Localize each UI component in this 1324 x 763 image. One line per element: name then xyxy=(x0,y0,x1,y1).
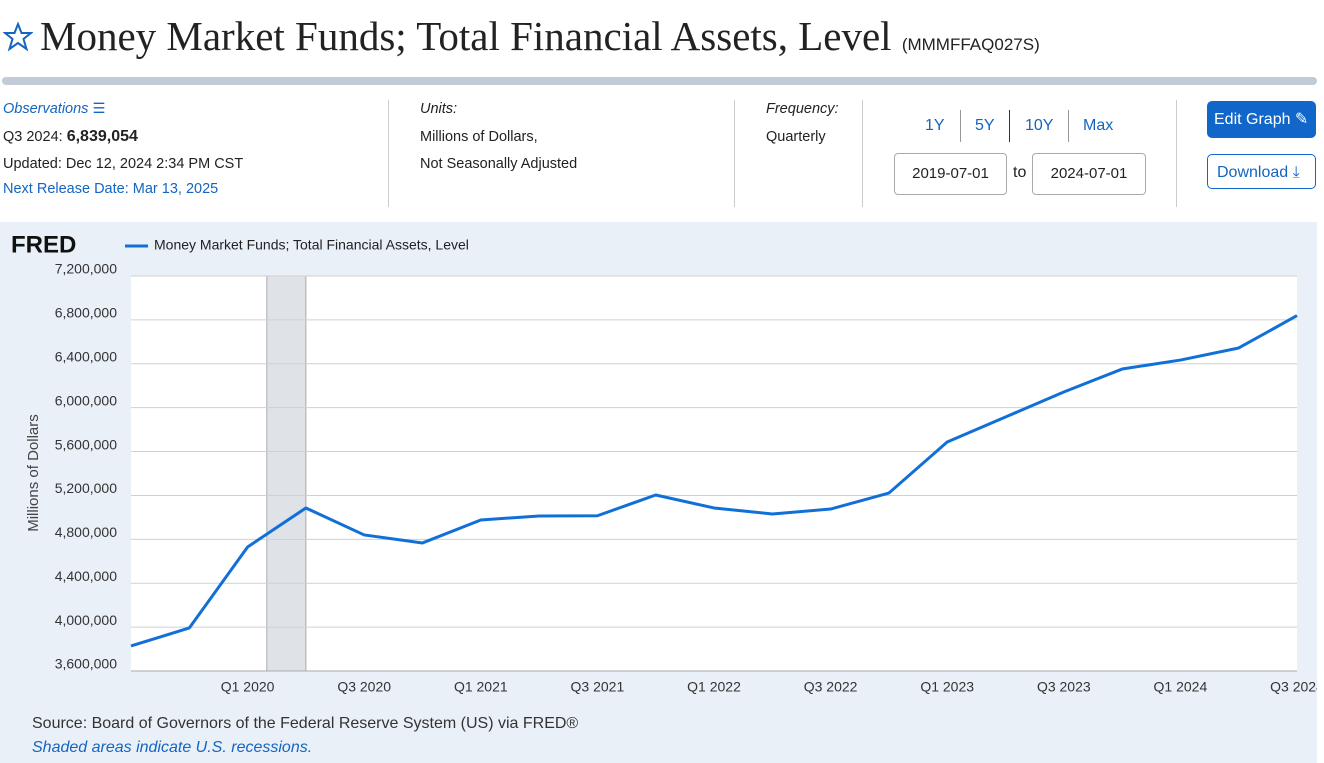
y-tick-label: 4,400,000 xyxy=(55,568,117,584)
date-input[interactable]: 2024-07-01 xyxy=(1032,153,1146,195)
separator xyxy=(1176,100,1177,207)
y-tick-label: 6,400,000 xyxy=(55,348,117,364)
plot-area xyxy=(131,276,1297,671)
y-tick-label: 3,600,000 xyxy=(55,656,117,672)
series-id: (MMMFFAQ027S) xyxy=(901,35,1040,54)
edit-graph-button[interactable]: Edit Graph ✎ xyxy=(1207,101,1316,138)
range-button[interactable]: Max xyxy=(1083,117,1114,134)
y-tick-label: 5,600,000 xyxy=(55,436,117,452)
x-tick-label: Q3 2020 xyxy=(337,679,391,695)
separator xyxy=(1068,110,1069,142)
legend-label: Money Market Funds; Total Financial Asse… xyxy=(154,237,469,253)
y-tick-label: 4,000,000 xyxy=(55,612,117,628)
separator xyxy=(1009,110,1010,142)
recession-shading xyxy=(266,275,307,672)
source: Source: Board of Governors of the Federa… xyxy=(32,715,578,732)
frequency-label: Frequency: xyxy=(766,101,839,117)
download-button[interactable]: Download ⤓ xyxy=(1207,154,1316,189)
date-input[interactable]: 2019-07-01 xyxy=(894,153,1007,195)
y-tick-label: 6,800,000 xyxy=(55,305,117,321)
observations-link[interactable]: Observations ☰ xyxy=(3,101,106,117)
page-title: Money Market Funds; Total Financial Asse… xyxy=(40,12,1040,60)
chart: FRED Money Market Funds; Total Financial… xyxy=(0,222,1317,763)
frequency-value: Quarterly xyxy=(766,129,826,145)
x-tick-label: Q3 2022 xyxy=(804,679,858,695)
x-tick-label: Q1 2021 xyxy=(454,679,508,695)
divider xyxy=(2,77,1317,85)
x-tick-label: Q3 2024 xyxy=(1270,679,1317,695)
units-label: Units: xyxy=(420,101,458,117)
title: Money Market Funds; Total Financial Asse… xyxy=(40,13,892,59)
range-button[interactable]: 5Y xyxy=(975,117,995,134)
separator xyxy=(734,100,735,207)
latest-observation: Q3 2024: 6,839,054 xyxy=(3,128,138,145)
y-tick-label: 7,200,000 xyxy=(55,261,117,277)
x-tick-label: Q1 2020 xyxy=(221,679,275,695)
range-button[interactable]: 10Y xyxy=(1025,117,1054,134)
series-line xyxy=(130,314,1298,648)
to-label: to xyxy=(1013,164,1027,181)
x-tick-label: Q1 2023 xyxy=(920,679,974,695)
range-button[interactable]: 1Y xyxy=(925,117,945,134)
y-axis-label: Millions of Dollars xyxy=(25,414,42,532)
separator xyxy=(388,100,389,207)
x-tick-label: Q1 2022 xyxy=(687,679,741,695)
logo: FRED xyxy=(11,231,76,258)
y-tick-label: 6,000,000 xyxy=(55,392,117,408)
x-tick-label: Q3 2021 xyxy=(571,679,625,695)
separator xyxy=(862,100,863,207)
units-line: Millions of Dollars, xyxy=(420,129,538,145)
separator xyxy=(960,110,961,142)
star-icon[interactable] xyxy=(3,22,33,52)
y-tick-label: 5,200,000 xyxy=(55,480,117,496)
units-line: Not Seasonally Adjusted xyxy=(420,156,578,172)
x-tick-label: Q3 2023 xyxy=(1037,679,1091,695)
y-tick-label: 4,800,000 xyxy=(55,524,117,540)
x-tick-label: Q1 2024 xyxy=(1154,679,1208,695)
note: Shaded areas indicate U.S. recessions. xyxy=(32,739,312,756)
next-release[interactable]: Next Release Date: Mar 13, 2025 xyxy=(3,181,219,197)
updated: Updated: Dec 12, 2024 2:34 PM CST xyxy=(3,156,244,172)
